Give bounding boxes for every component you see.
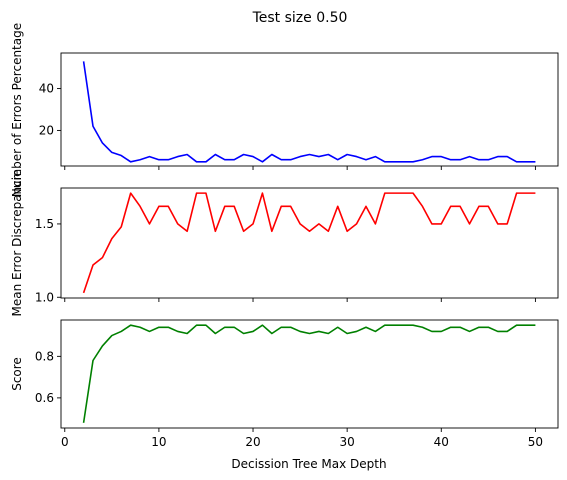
- score-xtick-label: 20: [245, 435, 260, 449]
- score-xtick-label: 30: [340, 435, 355, 449]
- score-xtick-label: 10: [151, 435, 166, 449]
- score-xlabel: Decission Tree Max Depth: [231, 457, 386, 471]
- discrepancy-ytick-label: 1.0: [35, 290, 54, 304]
- score-series-layer: [82, 324, 536, 423]
- score-ticks: 0.6 0.8 0 10 20 30 40 50: [35, 349, 543, 449]
- errors-ytick-label: 20: [39, 123, 54, 137]
- errors-series-line: [82, 61, 536, 163]
- discrepancy-axes-frame: [60, 187, 559, 299]
- score-xtick-label: 40: [434, 435, 449, 449]
- score-ylabel: Score: [10, 357, 24, 391]
- score-ytick-label: 0.8: [35, 349, 54, 363]
- subplot-score: 0.6 0.8 0 10 20 30 40 50 Score Decission Tree M…: [10, 319, 559, 471]
- discrepancy-ytick-label: 1.5: [35, 217, 54, 231]
- errors-ylabel: Number of Errors Percentage: [10, 23, 24, 197]
- errors-ytick-label: 40: [39, 82, 54, 96]
- score-axes-frame: [60, 319, 559, 429]
- subplot-discrepancy: 1.0 1.5 Mean Error Discrepancie: [10, 170, 559, 317]
- score-series-line: [82, 324, 536, 423]
- figure-title: Test size 0.50: [252, 10, 348, 26]
- discrepancy-ticks: 1.0 1.5: [35, 217, 536, 304]
- score-ytick-label: 0.6: [35, 391, 54, 405]
- discrepancy-series-layer: [82, 192, 536, 294]
- discrepancy-ylabel: Mean Error Discrepancie: [10, 170, 24, 317]
- discrepancy-series-line: [82, 192, 536, 294]
- errors-axes-frame: [60, 52, 559, 167]
- score-xtick-label: 50: [528, 435, 543, 449]
- score-xtick-label: 0: [61, 435, 69, 449]
- errors-series-layer: [82, 61, 536, 163]
